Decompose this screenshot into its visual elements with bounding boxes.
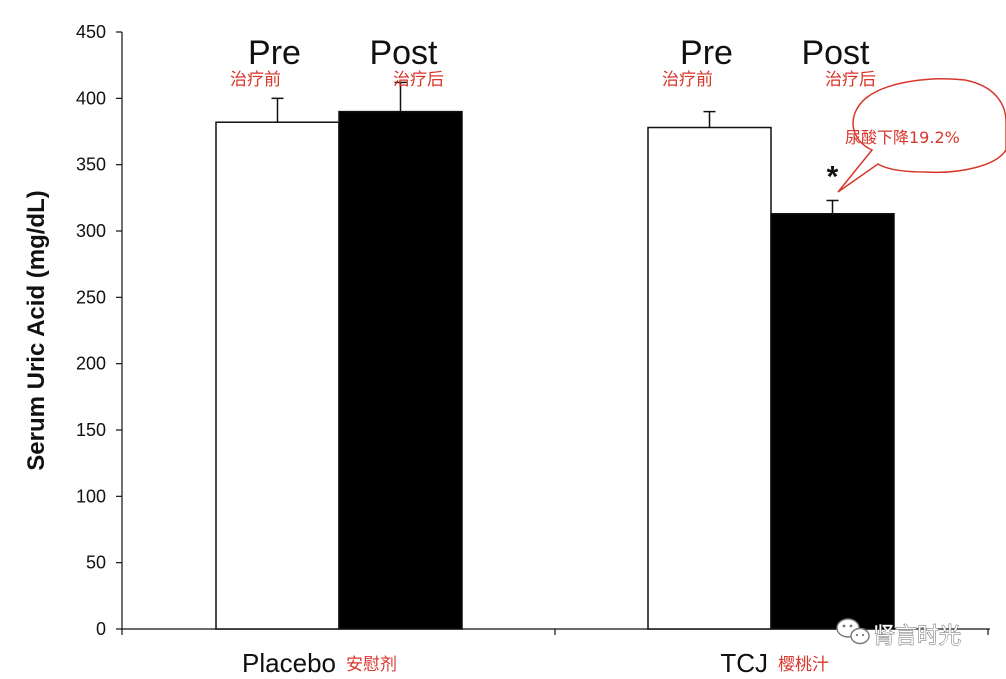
y-tick-label-350: 350 [76, 155, 106, 175]
significance-mark: * [827, 160, 839, 193]
callout-text: 尿酸下降19.2% [845, 128, 960, 147]
bar-placebo-post [338, 110, 463, 630]
y-tick-label-450: 450 [76, 22, 106, 42]
bar-label-tcj-pre: Pre [680, 34, 733, 72]
annotation-callout: 尿酸下降19.2% [837, 78, 1006, 193]
y-tick-label-0: 0 [96, 619, 106, 639]
y-tick-label-150: 150 [76, 420, 106, 440]
bar-label-cn-placebo-post: 治疗后 [393, 70, 444, 90]
y-tick-label-250: 250 [76, 287, 106, 307]
category-label-tcj: TCJ [720, 648, 768, 678]
category-label-cn-tcj: 樱桃汁 [778, 655, 829, 675]
wechat-icon [836, 618, 870, 645]
watermark-text: 肾言时光 [873, 624, 961, 649]
watermark: 肾言时光 [836, 618, 962, 650]
y-tick-label-50: 50 [86, 553, 106, 573]
category-label-cn-placebo: 安慰剂 [346, 655, 397, 675]
bar-tcj-pre [647, 126, 772, 630]
bar-label-cn-placebo-pre: 治疗前 [230, 70, 281, 90]
y-tick-label-100: 100 [76, 486, 106, 506]
y-axis-title: Serum Uric Acid (mg/dL) [23, 190, 50, 470]
bars [215, 81, 895, 630]
y-tick-label-300: 300 [76, 221, 106, 241]
bar-placebo-pre [215, 121, 340, 630]
bar-label-placebo-pre: Pre [248, 34, 301, 72]
category-label-placebo: Placebo [242, 648, 336, 678]
y-tick-label-400: 400 [76, 88, 106, 108]
callout-bubble [837, 78, 1006, 193]
bar-label-tcj-post: Post [801, 34, 870, 72]
axes: 0 50 100 150 200 250 300 350 400 450 Serum Uric Ac… [23, 22, 990, 639]
bar-label-cn-tcj-post: 治疗后 [825, 70, 876, 90]
bar-tcj-post [770, 213, 895, 630]
bar-label-placebo-post: Post [369, 34, 438, 72]
bar-label-cn-tcj-pre: 治疗前 [662, 70, 713, 90]
y-tick-label-200: 200 [76, 354, 106, 374]
